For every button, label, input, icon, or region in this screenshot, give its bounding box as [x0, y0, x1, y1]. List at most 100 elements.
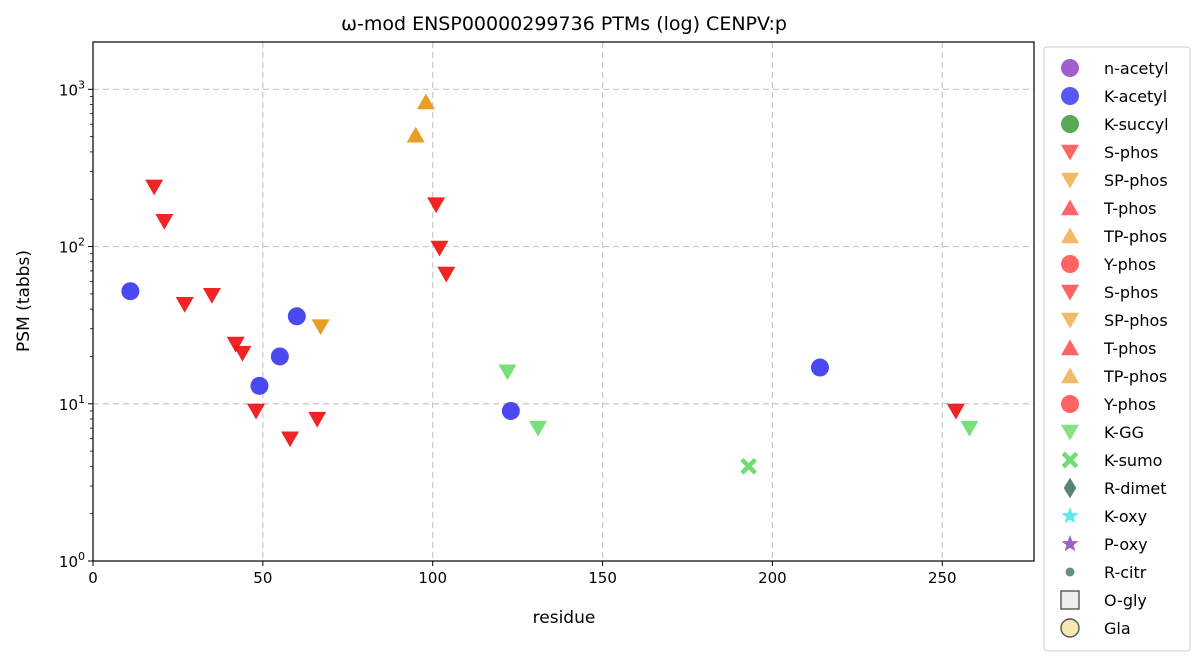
point-tp-phos [406, 126, 425, 143]
legend-marker [1060, 618, 1080, 638]
legend-marker [1061, 87, 1079, 105]
legend-label: Y-phos [1103, 255, 1156, 274]
legend-item: R-citr [1065, 563, 1147, 582]
legend-label: n-acetyl [1104, 59, 1169, 78]
legend-label: K-sumo [1104, 451, 1162, 470]
legend-item: K-acetyl [1061, 87, 1167, 106]
legend-item: K-GG [1061, 423, 1144, 442]
legend-marker [1061, 284, 1079, 301]
point-tp-phos [416, 93, 435, 110]
legend-item: SP-phos [1061, 171, 1168, 190]
legend-item: R-dimet [1063, 477, 1167, 499]
legend-label: K-oxy [1104, 507, 1147, 526]
legend-marker [1060, 590, 1080, 610]
legend-item: T-phos [1061, 199, 1157, 218]
legend-item: O-gly [1060, 590, 1147, 610]
y-tick-label: 102 [59, 236, 85, 257]
legend-label: K-GG [1104, 423, 1144, 442]
legend-label: S-phos [1104, 283, 1158, 302]
legend-marker [1061, 367, 1079, 384]
legend-marker [1061, 535, 1079, 552]
point-k-acetyl [121, 282, 140, 301]
x-tick-label: 200 [758, 569, 787, 587]
point-s-phos [247, 403, 266, 420]
legend-marker [1061, 115, 1079, 133]
chart-title: ω-mod ENSP00000299736 PTMs (log) CENPV:p [341, 13, 787, 35]
legend-label: R-dimet [1104, 479, 1167, 498]
point-s-phos [233, 345, 252, 362]
legend-item: K-sumo [1061, 451, 1162, 470]
point-k-acetyl [250, 376, 269, 395]
x-axis-label: residue [533, 608, 596, 628]
legend-label: T-phos [1103, 339, 1157, 358]
point-k-gg [498, 364, 517, 381]
legend-item: T-phos [1061, 339, 1157, 358]
legend-marker [1063, 477, 1077, 499]
legend-item: SP-phos [1061, 311, 1168, 330]
point-k-gg [529, 420, 548, 437]
legend-marker [1061, 451, 1079, 469]
legend-label: K-acetyl [1104, 87, 1167, 106]
plot-frame [92, 41, 1035, 562]
point-k-acetyl [810, 358, 829, 377]
legend-item: Y-phos [1061, 255, 1156, 274]
point-s-phos [437, 266, 456, 283]
legend-label: R-citr [1104, 563, 1147, 582]
y-tick-label: 103 [59, 78, 85, 99]
legend-marker [1061, 144, 1079, 161]
legend-item: S-phos [1061, 143, 1158, 162]
point-s-phos [308, 411, 327, 428]
legend-marker [1061, 312, 1079, 329]
point-s-phos [155, 213, 174, 230]
y-tick-label: 101 [59, 393, 85, 414]
legend-item: TP-phos [1061, 227, 1167, 246]
legend-item: Y-phos [1061, 395, 1156, 414]
point-s-phos [202, 288, 221, 304]
legend-frame [1043, 46, 1191, 652]
legend-marker [1061, 339, 1079, 356]
point-s-phos [226, 336, 245, 353]
legend-label: T-phos [1103, 199, 1157, 218]
x-tick-label: 150 [588, 569, 617, 587]
point-s-phos [145, 179, 164, 196]
legend-marker [1061, 199, 1079, 216]
legend-label: Y-phos [1103, 395, 1156, 414]
y-axis-label: PSM (tabbs) [14, 250, 34, 352]
legend-label: K-succyl [1104, 115, 1169, 134]
point-s-phos [946, 403, 965, 420]
y-tick-label: 100 [59, 550, 85, 571]
grid-layer [93, 42, 1034, 561]
points-layer [121, 93, 979, 475]
point-k-acetyl [287, 307, 306, 326]
legend-label: TP-phos [1103, 367, 1167, 386]
legend-item: S-phos [1061, 283, 1158, 302]
legend-marker [1061, 395, 1079, 413]
legend-item: K-oxy [1061, 507, 1147, 526]
legend-label: SP-phos [1104, 311, 1168, 330]
point-s-phos [427, 197, 446, 214]
point-s-phos [281, 431, 300, 448]
point-s-phos [430, 240, 449, 257]
legend-marker [1065, 567, 1075, 577]
legend-item: n-acetyl [1061, 59, 1169, 78]
point-s-phos [175, 296, 194, 313]
point-k-acetyl [501, 401, 520, 420]
legend-label: S-phos [1104, 143, 1158, 162]
legend-marker [1061, 59, 1079, 77]
legend-label: O-gly [1104, 591, 1147, 610]
axes-layer: 0 50 100 150 200 250 100 101 102 103 [59, 78, 957, 587]
legend-marker [1061, 227, 1079, 244]
legend-label: Gla [1104, 619, 1131, 638]
legend-marker [1061, 172, 1079, 189]
point-k-acetyl [270, 347, 289, 366]
legend: n-acetyl K-acetyl K-succyl S-phos SP-phos T-p… [1043, 46, 1191, 652]
legend-label: SP-phos [1104, 171, 1168, 190]
legend-item: P-oxy [1061, 535, 1148, 554]
legend-label: TP-phos [1103, 227, 1167, 246]
x-tick-label: 100 [418, 569, 447, 587]
legend-item: TP-phos [1061, 367, 1167, 386]
legend-marker [1061, 507, 1079, 524]
x-tick-label: 250 [928, 569, 957, 587]
